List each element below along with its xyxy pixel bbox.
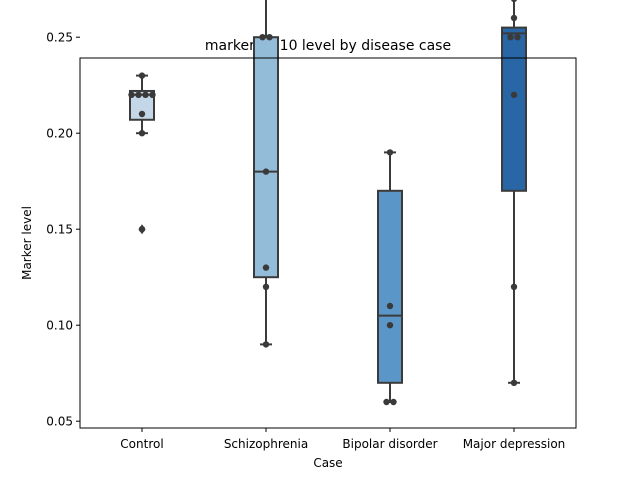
data-point — [514, 34, 521, 41]
chart-title: marker_2710 level by disease case — [205, 38, 451, 54]
y-axis-label: Marker level — [20, 206, 34, 280]
box — [377, 189, 403, 384]
data-point — [135, 91, 142, 99]
data-point — [142, 91, 149, 99]
y-tick-label: 0.20 — [46, 127, 73, 141]
box-group-control — [128, 72, 156, 235]
y-tick-label: 0.10 — [46, 319, 73, 333]
x-axis: Control Schizophrenia Bipolar disorder Majo… — [120, 428, 565, 451]
y-tick-label: 0.25 — [46, 31, 73, 45]
box-group-bipolar-disorder — [377, 149, 403, 406]
data-point — [510, 91, 518, 99]
data-point — [259, 34, 266, 41]
data-point — [386, 149, 394, 156]
y-tick-label: 0.15 — [46, 223, 73, 237]
data-point — [507, 34, 514, 41]
data-point — [386, 302, 394, 310]
data-point — [510, 283, 518, 290]
box — [501, 26, 527, 192]
data-point — [511, 0, 517, 2]
data-point — [138, 226, 146, 233]
data-point — [510, 14, 518, 22]
data-point — [138, 72, 146, 79]
data-point — [266, 34, 273, 41]
data-point — [138, 110, 146, 118]
data-point — [262, 283, 270, 290]
data-point — [390, 398, 397, 406]
y-axis: 0.050.100.150.200.250.300.350.40 — [46, 31, 80, 429]
box-group-major-depression — [501, 0, 527, 386]
data-point — [262, 341, 270, 348]
data-point — [262, 264, 270, 271]
data-point — [262, 168, 270, 175]
plot-area — [128, 0, 527, 406]
box-group-schizophrenia — [253, 0, 279, 348]
data-point — [383, 398, 390, 406]
data-point — [149, 91, 156, 99]
data-point — [386, 322, 394, 329]
x-tick-label: Control — [120, 437, 163, 451]
data-point — [510, 379, 518, 386]
axes-frame — [79, 57, 577, 429]
y-tick-label: 0.05 — [46, 415, 73, 429]
data-point — [128, 91, 135, 99]
x-tick-label: Major depression — [463, 437, 566, 451]
box — [253, 36, 279, 279]
x-tick-label: Bipolar disorder — [342, 437, 437, 451]
x-tick-label: Schizophrenia — [224, 437, 308, 451]
data-point — [138, 130, 146, 137]
x-axis-label: Case — [313, 456, 342, 470]
